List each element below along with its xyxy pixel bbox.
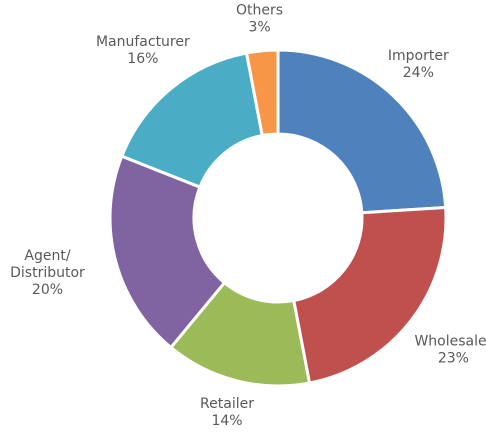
donut-slice <box>291 205 448 385</box>
category-label: Agent/Distributor <box>10 248 85 281</box>
category-label: Retailer <box>200 396 254 412</box>
donut-slice <box>244 48 280 138</box>
category-label: Wholesaler <box>414 334 486 350</box>
category-label: Others <box>236 2 283 18</box>
value-label: 16% <box>127 51 158 67</box>
donut-slice <box>108 154 227 350</box>
category-label: Importer <box>388 48 449 64</box>
value-label: 3% <box>248 19 270 35</box>
category-label: Manufacturer <box>96 34 190 50</box>
donut-slice <box>276 48 448 215</box>
value-label: 14% <box>211 413 242 429</box>
value-label: 23% <box>438 351 469 367</box>
value-label: 24% <box>403 65 434 81</box>
value-label: 20% <box>32 282 63 298</box>
